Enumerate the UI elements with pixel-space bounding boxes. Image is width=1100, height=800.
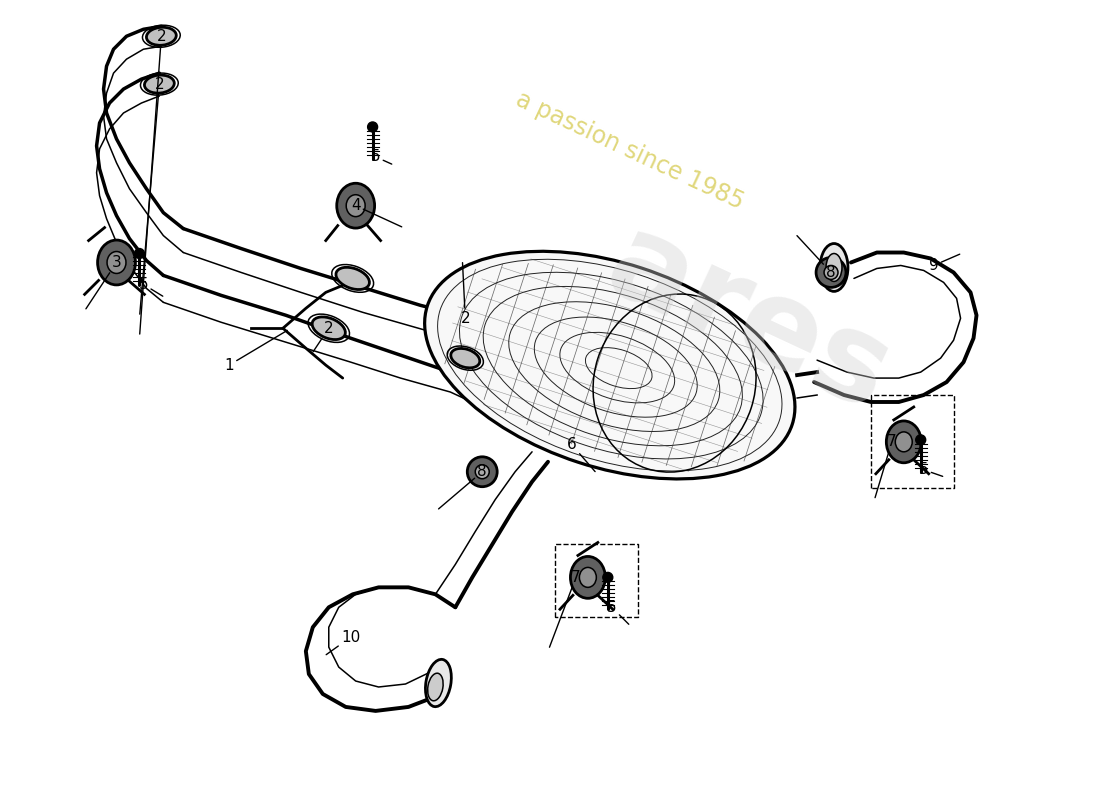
Circle shape [134,249,144,258]
Text: 7: 7 [550,570,581,647]
Ellipse shape [312,317,345,339]
Text: 3: 3 [86,255,121,309]
Circle shape [367,122,377,132]
Text: 6: 6 [566,438,595,471]
Ellipse shape [146,27,176,46]
Ellipse shape [826,254,842,282]
Ellipse shape [475,465,490,478]
Ellipse shape [144,75,174,93]
Ellipse shape [107,251,126,274]
Ellipse shape [426,659,451,706]
Circle shape [603,572,613,582]
Text: 10: 10 [327,630,361,654]
Ellipse shape [895,432,912,452]
Ellipse shape [425,251,795,479]
Text: 1: 1 [224,330,287,373]
Ellipse shape [816,258,846,287]
Ellipse shape [451,349,480,368]
Ellipse shape [337,183,375,228]
Ellipse shape [98,240,135,285]
Ellipse shape [580,567,596,587]
Circle shape [915,435,926,445]
Text: 8: 8 [798,236,836,280]
Text: a passion since 1985: a passion since 1985 [512,87,748,214]
Text: ares: ares [590,204,910,436]
Ellipse shape [821,243,848,291]
Ellipse shape [887,421,921,462]
Text: 7: 7 [876,434,896,498]
Text: 2: 2 [461,262,470,326]
Ellipse shape [346,194,365,217]
Ellipse shape [468,457,497,486]
Text: 2: 2 [140,77,164,314]
Ellipse shape [824,266,838,279]
Ellipse shape [336,267,370,290]
Text: 2: 2 [140,29,166,334]
Text: 8: 8 [439,464,487,509]
Text: 5: 5 [139,277,163,296]
Ellipse shape [428,673,443,701]
Ellipse shape [571,557,605,598]
Text: 5: 5 [371,150,392,164]
Text: 5: 5 [607,600,629,624]
Text: 5: 5 [918,462,943,478]
Text: 4: 4 [351,198,402,227]
Text: 2: 2 [314,321,333,352]
Text: 9: 9 [928,254,959,273]
